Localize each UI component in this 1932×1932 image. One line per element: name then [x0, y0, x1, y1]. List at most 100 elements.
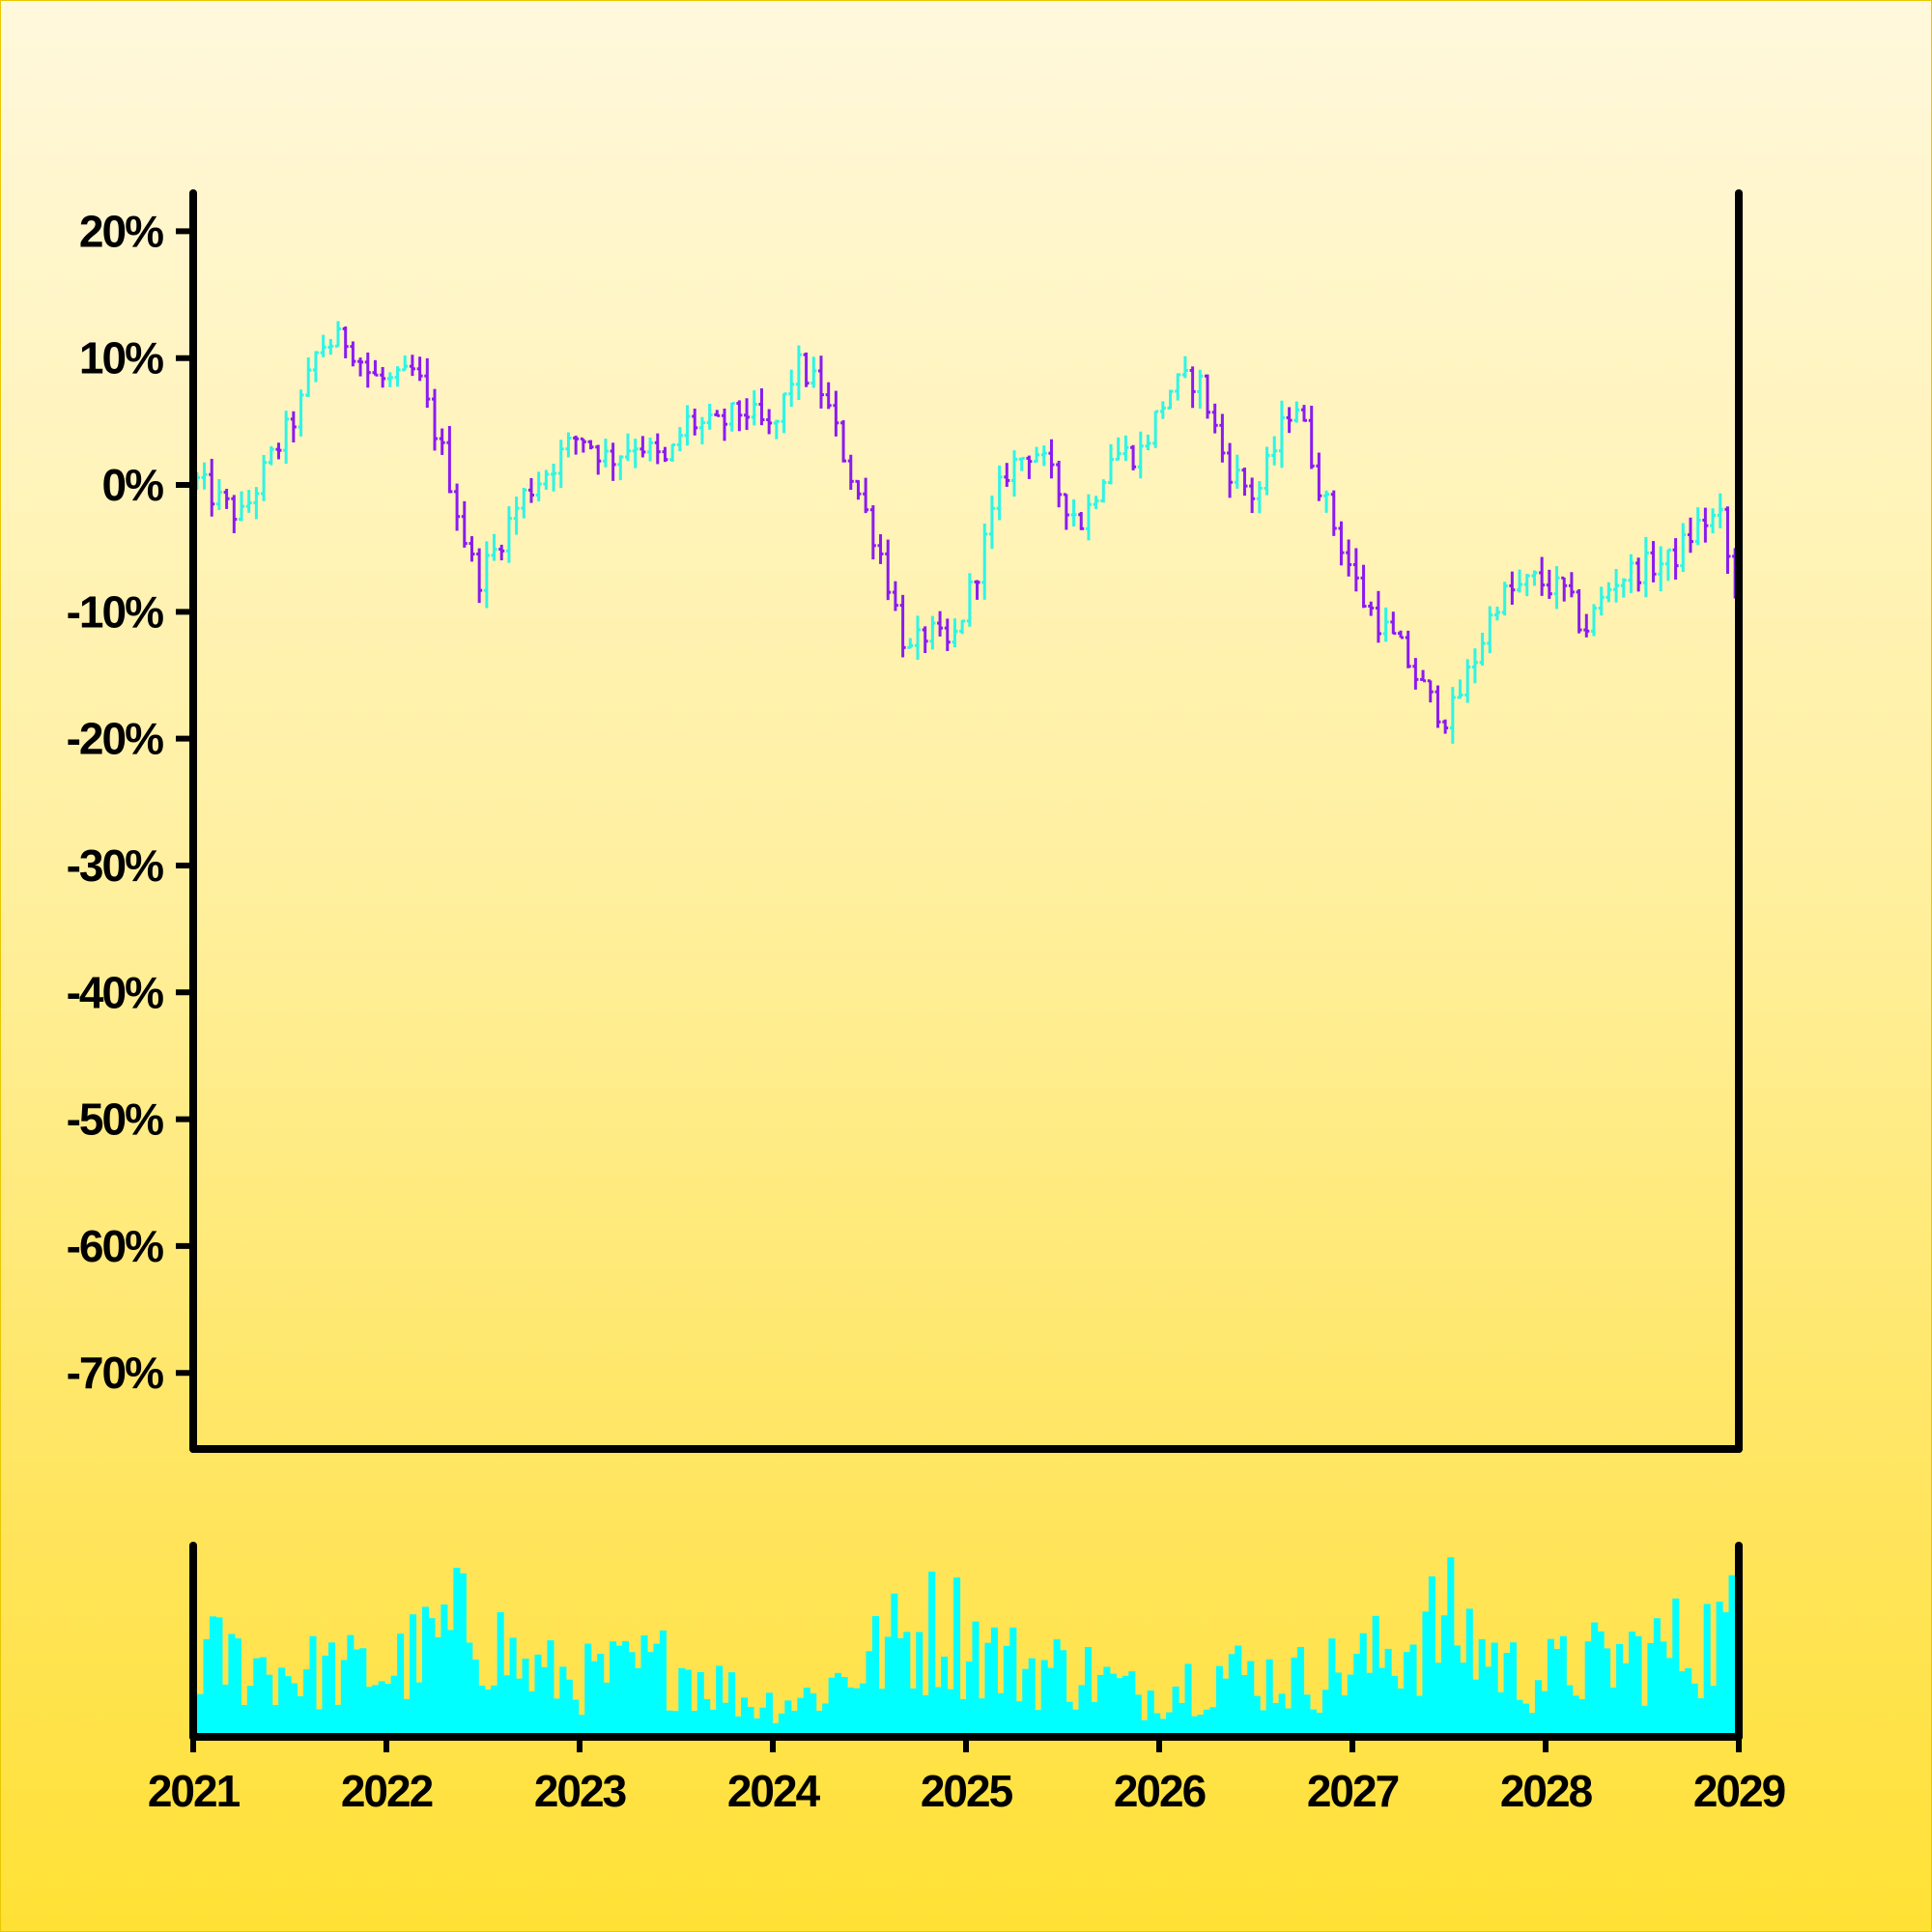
volume-bar [390, 1675, 398, 1737]
ohlc-bar [1375, 590, 1381, 643]
volume-bar [1716, 1602, 1723, 1737]
ohlc-bar [1085, 494, 1092, 541]
volume-bar [466, 1642, 473, 1737]
ohlc-bar [402, 355, 409, 372]
ohlc-bar [231, 495, 238, 533]
volume-bar [1678, 1671, 1686, 1737]
volume-bar [1166, 1712, 1174, 1737]
ohlc-bar [394, 366, 401, 387]
x-tick-label: 2026 [1114, 1766, 1206, 1816]
volume-bar [221, 1684, 229, 1737]
volume-bar [866, 1651, 873, 1737]
ohlc-bar [722, 408, 727, 441]
volume-bar [640, 1634, 648, 1737]
volume-bar [522, 1659, 529, 1737]
volume-bar [1453, 1645, 1461, 1737]
ohlc-bar [684, 405, 691, 446]
ohlc-bar [595, 444, 602, 475]
volume-bar [922, 1694, 929, 1737]
ohlc-bar [863, 477, 869, 514]
volume-bar [584, 1643, 592, 1737]
ohlc-bar [1293, 401, 1300, 423]
ohlc-bar [632, 439, 639, 469]
ohlc-bar [350, 341, 356, 367]
volume-bar [1685, 1668, 1692, 1737]
ohlc-bar [1509, 571, 1516, 606]
ohlc-bar [491, 533, 497, 561]
volume-bar [1253, 1695, 1261, 1737]
ohlc-bar [1672, 538, 1679, 581]
volume-bar [359, 1648, 367, 1737]
y-tick-label: -70% [67, 1348, 163, 1398]
ohlc-bar [744, 398, 751, 431]
volume-bar [1015, 1701, 1023, 1737]
volume-bar [1141, 1719, 1149, 1737]
volume-bar [1235, 1645, 1242, 1737]
x-axis-ticks: 2021 2022 2023 2024 2025 2026 2027 2028 2029 [148, 1737, 1787, 1816]
ohlc-bar [907, 638, 914, 649]
volume-bar [246, 1686, 254, 1737]
ohlc-bar [1301, 405, 1307, 422]
ohlc-bar [298, 389, 304, 437]
ohlc-bar [1048, 439, 1055, 479]
volume-bar [953, 1577, 961, 1737]
ohlc-bar [498, 544, 505, 561]
ohlc-bar [698, 416, 705, 444]
volume-bar [653, 1643, 661, 1737]
volume-bar [1060, 1650, 1067, 1737]
volume-bar [484, 1690, 492, 1737]
volume-bar [1159, 1719, 1167, 1737]
ohlc-bar [275, 442, 282, 460]
ohlc-bar [268, 445, 274, 466]
ohlc-bar [1650, 541, 1657, 582]
volume-bar [1003, 1645, 1010, 1737]
volume-bar [1703, 1604, 1711, 1737]
ohlc-bar [662, 446, 668, 463]
ohlc-bar [1613, 568, 1620, 603]
ohlc-bar [261, 454, 268, 501]
volume-bar [1391, 1675, 1399, 1737]
y-tick-label: -60% [67, 1221, 163, 1271]
volume-bar [1503, 1653, 1511, 1737]
ohlc-bar [944, 618, 951, 651]
volume-bar [734, 1716, 742, 1737]
ohlc-bar [1175, 373, 1181, 401]
ohlc-bar [1338, 521, 1345, 566]
volume-bar [403, 1698, 411, 1737]
ohlc-bar [439, 428, 445, 455]
ohlc-bar [795, 345, 802, 401]
volume-bar [1547, 1638, 1554, 1737]
x-tick-label: 2025 [921, 1766, 1013, 1816]
volume-bar [1296, 1646, 1305, 1737]
ohlc-bar [1100, 479, 1107, 503]
volume-bar [1572, 1695, 1579, 1737]
volume-bar [446, 1630, 454, 1737]
ohlc-bar [1568, 572, 1575, 598]
volume-bar [1197, 1715, 1205, 1737]
ohlc-bar [1598, 586, 1605, 616]
volume-bar [365, 1687, 373, 1737]
volume-bar [266, 1674, 273, 1737]
ohlc-bar [476, 548, 483, 604]
volume-bar [253, 1658, 261, 1737]
ohlc-bar [1539, 556, 1546, 596]
ohlc-bar [372, 359, 379, 377]
volume-bar [1728, 1575, 1736, 1737]
volume-bar [1428, 1576, 1435, 1737]
ohlc-bar [1145, 435, 1151, 451]
ohlc-bar [996, 465, 1003, 521]
volume-bar [241, 1704, 248, 1737]
ohlc-bar [320, 334, 327, 357]
ohlc-bar [1658, 546, 1664, 592]
volume-bar [835, 1672, 842, 1737]
volume-bar [909, 1688, 917, 1737]
volume-bar [415, 1682, 423, 1737]
ohlc-bar [1286, 407, 1293, 434]
volume-bar [1265, 1659, 1273, 1737]
ohlc-bar [380, 367, 386, 388]
ohlc-bar [580, 437, 586, 453]
ohlc-bar [1553, 566, 1560, 610]
volume-bar [659, 1630, 667, 1737]
ohlc-bar [877, 534, 884, 564]
ohlc-bar [1688, 517, 1693, 554]
